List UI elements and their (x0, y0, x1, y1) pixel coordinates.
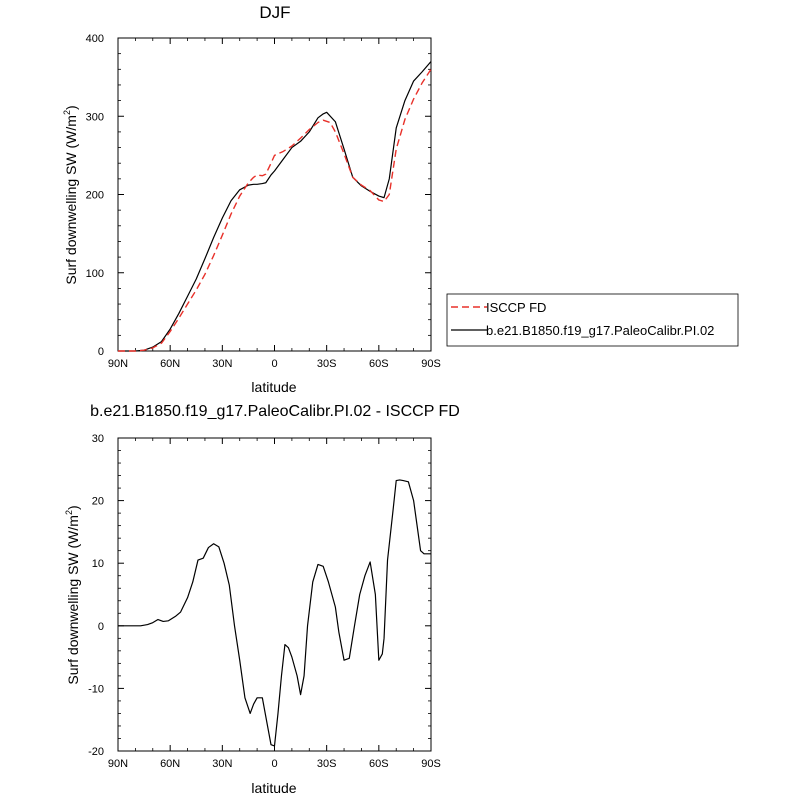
chart-top-ylabel-close: ) (63, 105, 79, 110)
chart-top-ticks: 90N 60N 30N 0 30S 60S 90S 0 100 200 300 400 (86, 33, 441, 370)
chart-top-xlabel: latitude (251, 379, 296, 395)
top-xtick-label: 0 (271, 358, 277, 370)
top-xtick-label: 30S (317, 358, 337, 370)
legend-box (446, 293, 739, 347)
bottom-ytick-label: 30 (92, 433, 104, 445)
bottom-xtick-label: 60S (369, 758, 389, 770)
top-ytick-label: 200 (86, 190, 104, 202)
chart-bottom-ylabel: Surf downwelling SW (W/m2) (64, 505, 81, 684)
chart-bottom-ylabel-main: Surf downwelling SW (W/m (65, 515, 81, 685)
bottom-xtick-label: 30S (317, 758, 337, 770)
bottom-ytick-label: 0 (98, 621, 104, 633)
chart-bottom-xlabel: latitude (251, 780, 296, 796)
chart-top-ylabel-sup: 2 (62, 110, 72, 115)
chart-bottom: b.e21.B1850.f19_g17.PaleoCalibr.PI.02 - … (64, 403, 460, 796)
chart-bottom-ylabel-sup: 2 (64, 510, 74, 515)
bottom-series-line-0 (118, 479, 431, 747)
chart-bottom-lines (118, 479, 431, 747)
bottom-xtick-label: 0 (271, 758, 277, 770)
top-series-line-0 (118, 61, 432, 352)
bottom-ytick-label: -20 (88, 746, 104, 758)
bottom-xtick-label: 90S (421, 758, 441, 770)
chart-top-legend: ISCCP FD b.e21.B1850.f19_g17.PaleoCalibr… (446, 293, 739, 347)
chart-bottom-ylabel-close: ) (65, 505, 81, 510)
top-ytick-label: 100 (86, 268, 104, 280)
bottom-ytick-label: 10 (92, 558, 104, 570)
legend-label-model: b.e21.B1850.f19_g17.PaleoCalibr.PI.02 (486, 323, 714, 338)
chart-top-ylabel: Surf downwelling SW (W/m2) (62, 105, 79, 284)
bottom-xtick-label: 60N (160, 758, 180, 770)
bottom-xtick-label: 90N (108, 758, 128, 770)
bottom-xtick-label: 30N (212, 758, 232, 770)
chart-bottom-plot-frame (117, 437, 432, 752)
top-xtick-label: 90S (421, 358, 441, 370)
chart-top-lines (118, 61, 432, 352)
top-ytick-label: 300 (86, 111, 104, 123)
top-ytick-label: 400 (86, 33, 104, 45)
chart-top-ylabel-main: Surf downwelling SW (W/m (63, 115, 79, 285)
legend-label-isccp: ISCCP FD (486, 300, 546, 315)
top-xtick-label: 60S (369, 358, 389, 370)
bottom-ytick-label: -10 (88, 683, 104, 695)
top-xtick-label: 60N (160, 358, 180, 370)
top-xtick-label: 90N (108, 358, 128, 370)
bottom-ytick-label: 20 (92, 496, 104, 508)
chart-bottom-title: b.e21.B1850.f19_g17.PaleoCalibr.PI.02 - … (90, 403, 460, 420)
chart-top: DJF 90N 60N 30N 0 30S 60S 90S 0 100 200 300 400 lat… (62, 3, 739, 395)
chart-bottom-ticks: 90N 60N 30N 0 30S 60S 90S -20 -10 0 10 20 30 (88, 433, 441, 770)
top-series-line-1 (118, 68, 432, 352)
top-xtick-label: 30N (212, 358, 232, 370)
chart-top-plot-frame (117, 37, 432, 352)
top-ytick-label: 0 (98, 346, 104, 358)
chart-top-title: DJF (259, 3, 290, 22)
